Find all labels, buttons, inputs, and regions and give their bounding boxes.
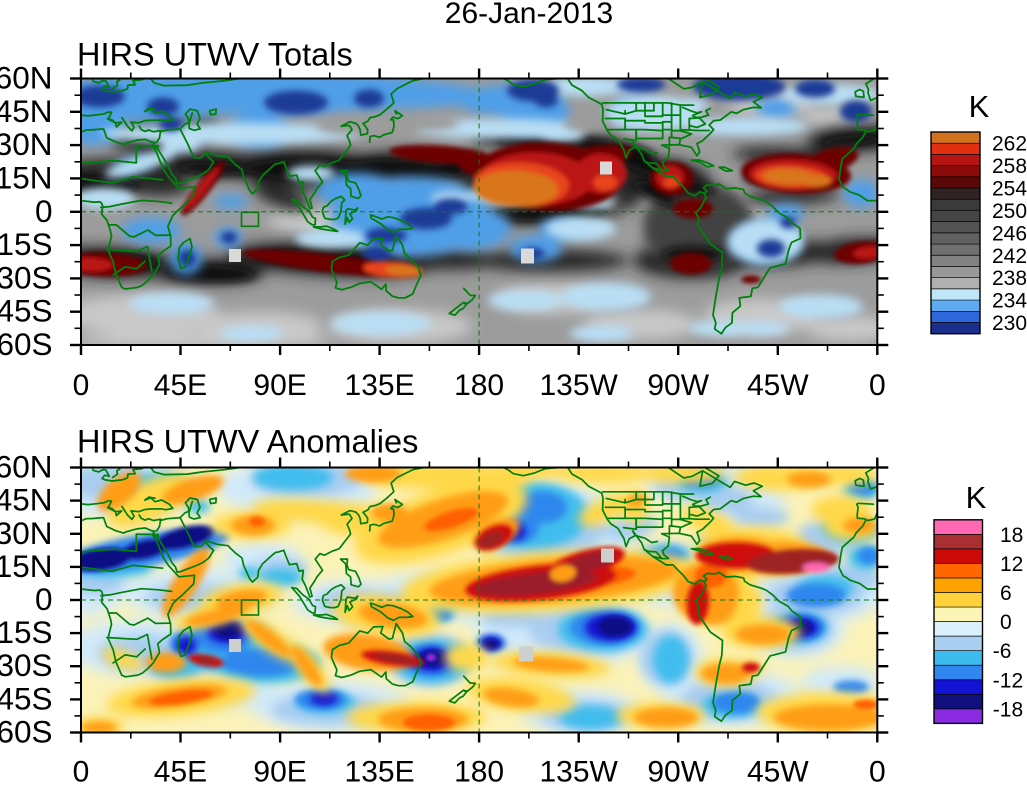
svg-text:15S: 15S	[0, 614, 53, 650]
svg-text:0: 0	[1000, 611, 1012, 634]
svg-text:135W: 135W	[540, 756, 619, 786]
svg-text:45W: 45W	[747, 369, 809, 402]
svg-text:30N: 30N	[0, 126, 53, 162]
svg-text:30S: 30S	[0, 259, 53, 295]
svg-text:0: 0	[869, 369, 886, 402]
svg-text:18: 18	[1000, 524, 1023, 547]
svg-text:262: 262	[992, 133, 1027, 156]
svg-text:258: 258	[992, 155, 1027, 178]
svg-text:K: K	[966, 480, 987, 515]
svg-text:30S: 30S	[0, 647, 53, 683]
svg-text:45N: 45N	[0, 93, 53, 129]
svg-text:15N: 15N	[0, 159, 53, 195]
svg-text:0: 0	[35, 581, 53, 617]
svg-text:-6: -6	[993, 640, 1012, 663]
svg-text:45E: 45E	[154, 369, 207, 402]
svg-text:K: K	[969, 89, 990, 124]
svg-text:26-Jan-2013: 26-Jan-2013	[445, 0, 613, 30]
svg-text:135E: 135E	[345, 369, 415, 402]
svg-text:45W: 45W	[747, 756, 809, 786]
svg-text:90W: 90W	[647, 369, 709, 402]
svg-text:30N: 30N	[0, 515, 53, 551]
svg-text:15S: 15S	[0, 226, 53, 262]
svg-text:60N: 60N	[0, 449, 53, 485]
svg-text:60S: 60S	[0, 326, 53, 362]
svg-text:234: 234	[992, 290, 1027, 313]
svg-text:-18: -18	[993, 698, 1023, 721]
svg-text:15N: 15N	[0, 548, 53, 584]
svg-text:180: 180	[454, 756, 504, 786]
svg-text:254: 254	[992, 178, 1027, 201]
svg-text:60S: 60S	[0, 714, 53, 750]
svg-text:238: 238	[992, 267, 1027, 290]
svg-text:135W: 135W	[540, 369, 619, 402]
svg-text:242: 242	[992, 245, 1027, 268]
svg-text:60N: 60N	[0, 60, 53, 96]
svg-text:45N: 45N	[0, 482, 53, 518]
svg-text:246: 246	[992, 222, 1027, 245]
svg-text:-12: -12	[993, 669, 1023, 692]
svg-text:0: 0	[35, 193, 53, 229]
svg-text:250: 250	[992, 200, 1027, 223]
svg-text:HIRS UTWV Totals: HIRS UTWV Totals	[77, 37, 353, 73]
svg-text:HIRS UTWV Anomalies: HIRS UTWV Anomalies	[77, 424, 418, 460]
svg-text:12: 12	[1000, 553, 1023, 576]
svg-text:45S: 45S	[0, 680, 53, 716]
svg-text:230: 230	[992, 312, 1027, 335]
svg-text:0: 0	[73, 756, 90, 786]
svg-text:135E: 135E	[345, 756, 415, 786]
svg-text:90W: 90W	[647, 756, 709, 786]
svg-text:90E: 90E	[253, 756, 306, 786]
svg-text:45S: 45S	[0, 293, 53, 329]
svg-text:0: 0	[73, 369, 90, 402]
svg-text:45E: 45E	[154, 756, 207, 786]
svg-text:0: 0	[869, 756, 886, 786]
svg-text:90E: 90E	[253, 369, 306, 402]
svg-text:6: 6	[1000, 582, 1012, 605]
svg-text:180: 180	[454, 369, 504, 402]
